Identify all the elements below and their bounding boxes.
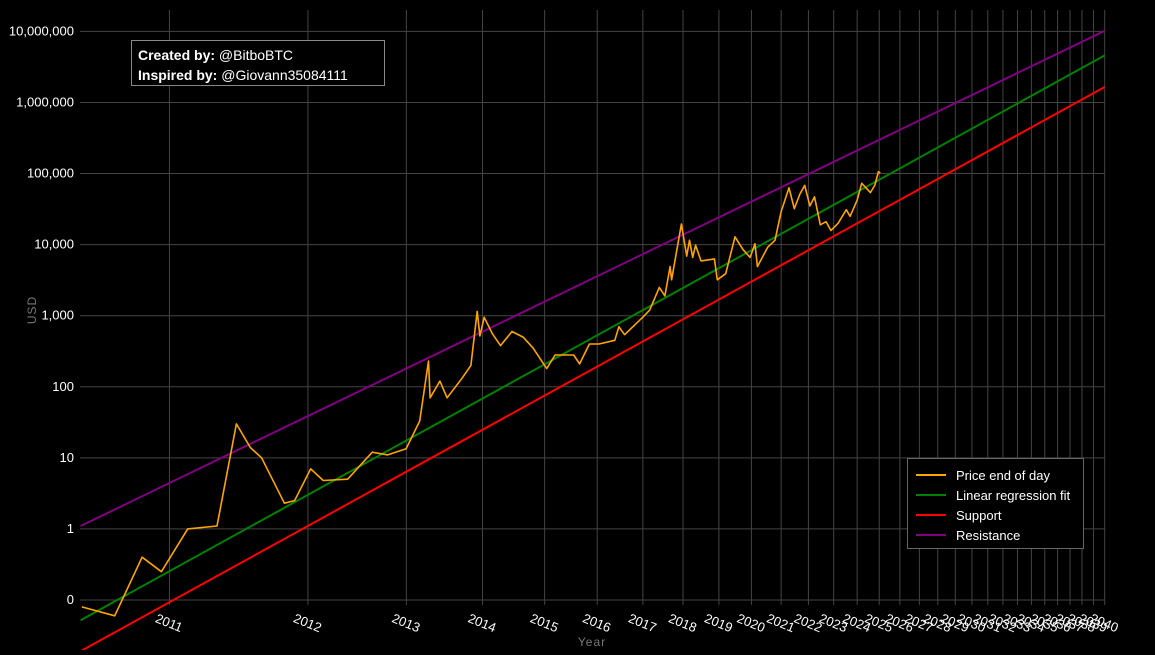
- series-line-price-end-of-day: [81, 170, 881, 617]
- y-tick-label: 100,000: [27, 166, 74, 181]
- credit-box: Created by: @BitboBTC Inspired by: @Giov…: [131, 40, 385, 86]
- legend-label-resistance: Resistance: [956, 527, 1021, 543]
- legend-item-support[interactable]: Support: [916, 505, 1075, 525]
- legend-swatch-resistance: [916, 534, 946, 536]
- legend-swatch-support: [916, 514, 946, 516]
- y-tick-label: 100: [52, 379, 74, 394]
- y-tick-label: 0: [67, 592, 74, 607]
- inspired-by-label: Inspired by:: [138, 67, 218, 83]
- y-axis-tick-labels: 0 1 10 100 1,000 10,000 100,000 1,000,000 10,000…: [9, 23, 74, 607]
- x-axis-title: Year: [578, 635, 606, 649]
- legend-item-resistance[interactable]: Resistance: [916, 525, 1075, 545]
- legend: Price end of day Linear regression fit S…: [907, 458, 1084, 549]
- legend-label-support: Support: [956, 507, 1002, 523]
- legend-swatch-price: [916, 474, 946, 476]
- legend-item-regression[interactable]: Linear regression fit: [916, 485, 1075, 505]
- legend-label-regression: Linear regression fit: [956, 487, 1071, 503]
- series-line-linear-regression-fit: [80, 54, 1106, 622]
- created-by-value: @BitboBTC: [218, 47, 294, 63]
- created-by-label: Created by:: [138, 47, 216, 63]
- series-line-support: [80, 86, 1106, 653]
- legend-label-price: Price end of day: [956, 467, 1050, 483]
- inspired-by-line: Inspired by: @Giovann35084111: [138, 65, 378, 85]
- series-line-resistance: [80, 29, 1106, 527]
- y-tick-label: 10,000,000: [9, 23, 74, 38]
- y-tick-label: 1: [67, 521, 74, 536]
- legend-swatch-regression: [916, 494, 946, 496]
- inspired-by-value: @Giovann35084111: [221, 67, 348, 83]
- y-axis-title: USD: [25, 296, 39, 324]
- y-tick-label: 10: [60, 450, 74, 465]
- legend-item-price[interactable]: Price end of day: [916, 465, 1075, 485]
- y-tick-label: 1,000: [41, 308, 74, 323]
- y-tick-label: 1,000,000: [16, 94, 74, 109]
- y-tick-label: 10,000: [34, 237, 74, 252]
- created-by-line: Created by: @BitboBTC: [138, 45, 378, 65]
- series-layer: [80, 29, 1106, 653]
